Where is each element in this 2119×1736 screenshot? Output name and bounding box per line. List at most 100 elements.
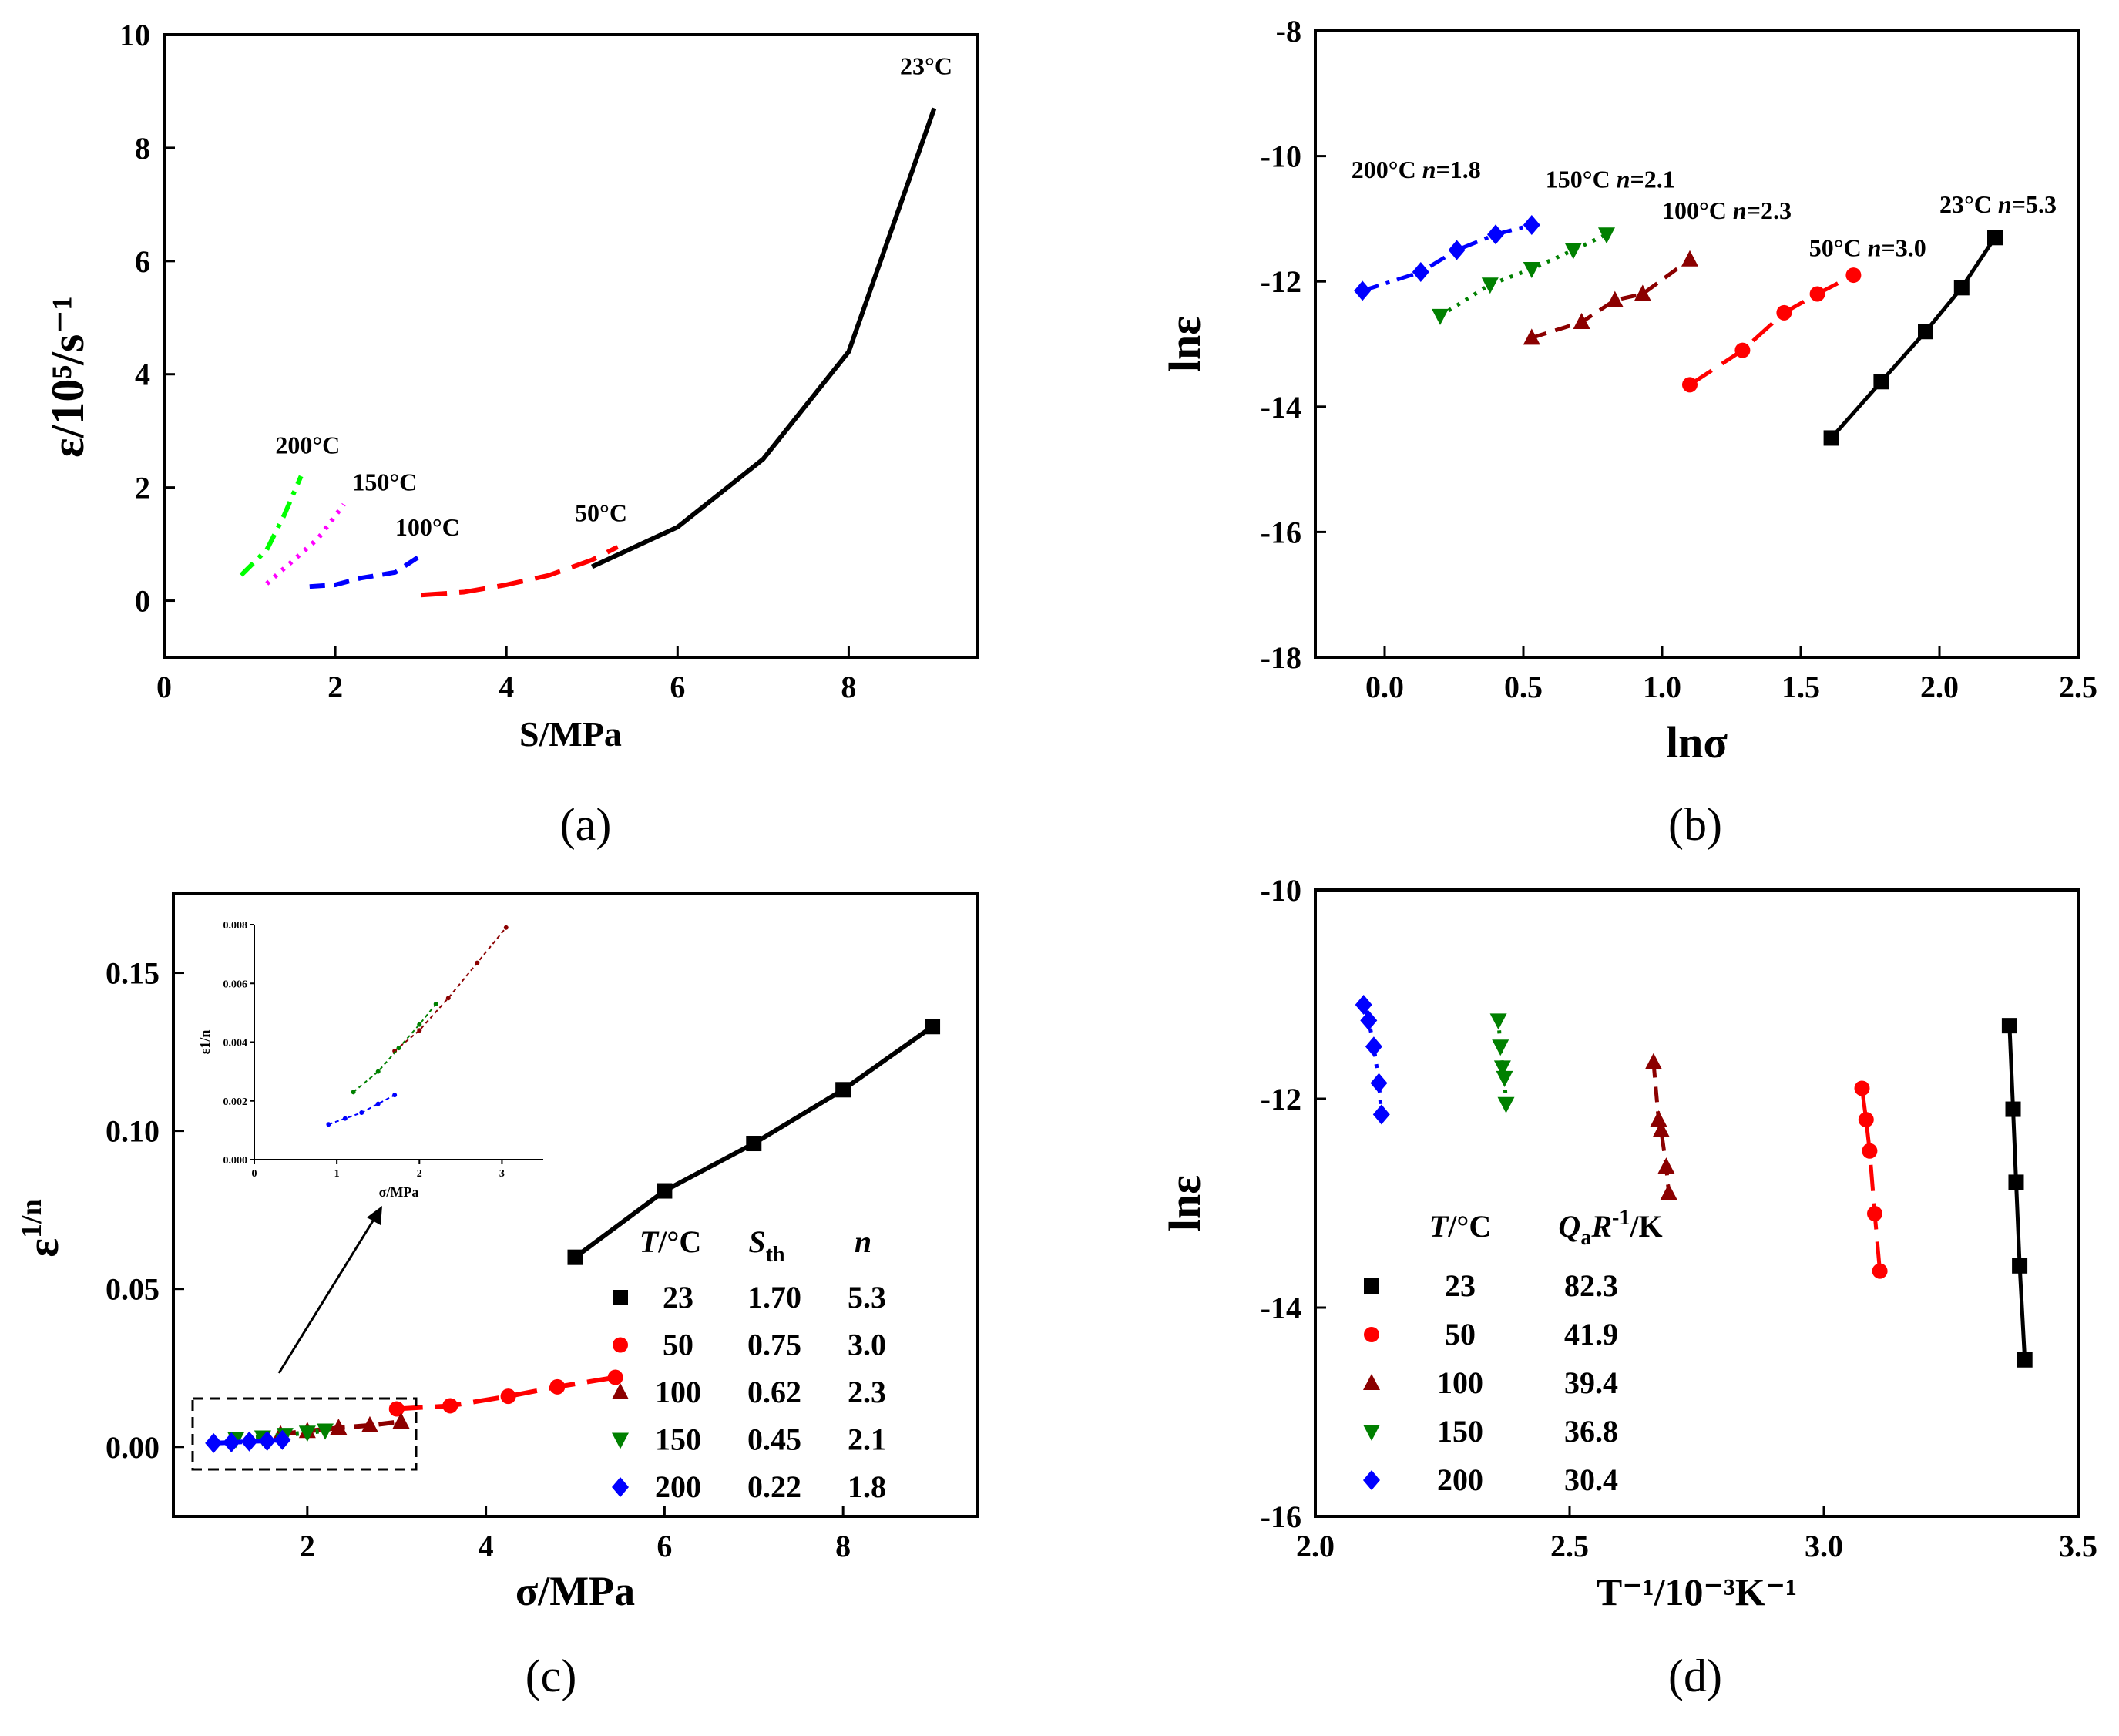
data-point — [1606, 290, 1624, 307]
data-point — [330, 1419, 348, 1435]
data-point — [1652, 1120, 1670, 1137]
legend-marker — [612, 1477, 629, 1497]
legend-sth: 0.22 — [747, 1469, 801, 1504]
data-point — [1496, 1070, 1513, 1087]
x-axis-label: lnσ — [1666, 717, 1728, 767]
data-point — [1355, 995, 1372, 1016]
series-label-23°C: 23°C — [900, 52, 952, 79]
data-point — [1681, 250, 1698, 267]
series-label-temp: 150°C — [1546, 165, 1617, 193]
series-label-temp: 200°C — [1352, 156, 1422, 183]
legend-temp: 150 — [1437, 1414, 1483, 1449]
data-point — [1823, 430, 1839, 446]
y-tick-label: 0 — [135, 584, 150, 619]
data-point — [1497, 1096, 1515, 1113]
legend-temp: 50 — [663, 1328, 693, 1362]
inset-y-axis-label: ε1/n — [197, 1030, 213, 1055]
series-line-23°C — [1829, 236, 1997, 440]
x-tick-label: 2.0 — [1920, 670, 1959, 704]
data-point — [657, 1183, 673, 1199]
y-axis-label-group: ε/10⁵/s⁻¹ — [42, 296, 93, 458]
series-line-100°C — [1531, 257, 1691, 340]
legend-header-Q-unit: /K — [1629, 1209, 1662, 1244]
panel-caption-b: (b) — [1668, 799, 1722, 850]
legend-marker — [612, 1432, 629, 1449]
inset-y-tick-label: 0.000 — [223, 1155, 248, 1167]
data-point — [1489, 1013, 1507, 1030]
legend-q: 39.4 — [1564, 1365, 1618, 1400]
inset-x-tick-label: 2 — [417, 1168, 422, 1180]
legend-c: T/°C Sth n 23 1.70 5.3 50 0.75 3.0 100 0.62 2.3 150 0… — [612, 1224, 886, 1504]
legend-header-S-symbol: S — [748, 1224, 765, 1259]
legend-header-R-sup: -1 — [1612, 1206, 1630, 1230]
x-tick-label: 3.0 — [1805, 1529, 1843, 1563]
data-point — [205, 1432, 223, 1453]
series-line-200°C — [239, 475, 304, 577]
data-point — [1650, 1110, 1667, 1127]
y-tick-label: -16 — [1261, 515, 1301, 549]
series-label-100°C: 100°C n=2.3 — [1662, 196, 1792, 224]
panel-a: 0 2 4 6 8 0 2 4 6 8 10 23°C 50°C 100°C 150°C 200°C S/MPa… — [42, 18, 979, 850]
series-label-50°C: 50°C — [575, 499, 627, 527]
data-point — [500, 1388, 516, 1405]
y-tick-label: 2 — [135, 471, 150, 505]
inset-series-line-100 — [394, 927, 507, 1052]
x-tick-label: 8 — [841, 670, 856, 704]
inset-data-point — [375, 1101, 381, 1106]
legend-header-R: R — [1590, 1209, 1612, 1244]
legend-q: 82.3 — [1564, 1268, 1618, 1303]
data-point — [1644, 1053, 1662, 1069]
data-point — [1523, 261, 1540, 278]
data-point — [1660, 1183, 1677, 1200]
legend-q: 36.8 — [1564, 1414, 1618, 1449]
series-label-n-value: =3.0 — [1882, 234, 1926, 262]
series-label-n-value: =2.3 — [1747, 196, 1792, 224]
legend-header-Q-symbol: Q — [1558, 1209, 1580, 1244]
series-label-50°C: 50°C n=3.0 — [1809, 234, 1926, 262]
y-axis-label-group: lnε — [1160, 1175, 1210, 1231]
data-point — [1481, 277, 1499, 294]
legend-marker — [613, 1337, 628, 1353]
legend-marker — [1364, 1278, 1379, 1294]
x-tick-label: 0 — [156, 670, 172, 704]
series-line-150°C — [265, 502, 346, 586]
inset-data-point — [417, 1028, 422, 1033]
legend-temp: 200 — [655, 1469, 701, 1504]
data-point — [1412, 262, 1429, 283]
series-label-n-value: =2.1 — [1630, 165, 1675, 193]
series-label-n-value: =5.3 — [2012, 190, 2057, 218]
data-point — [1432, 308, 1449, 325]
y-tick-label: -12 — [1261, 264, 1301, 299]
inset-data-point — [396, 1046, 401, 1051]
legend-temp: 50 — [1445, 1317, 1476, 1352]
data-point — [223, 1432, 240, 1453]
panel-caption-d: (d) — [1668, 1650, 1722, 1701]
series-label-n-symbol: n — [1998, 190, 2012, 218]
legend-temp: 200 — [1437, 1462, 1483, 1497]
data-point — [1487, 224, 1504, 245]
legend-sth: 0.62 — [747, 1375, 801, 1409]
data-point — [1872, 1263, 1888, 1279]
inset-data-point — [433, 1001, 438, 1006]
x-tick-label: 2 — [300, 1529, 315, 1563]
x-axis-label: σ/MPa — [515, 1568, 635, 1614]
data-point — [1448, 240, 1466, 260]
legend-header-n: n — [855, 1224, 871, 1259]
plot-frame-d — [1314, 888, 2080, 1518]
series-line-100 — [1651, 1062, 1671, 1194]
x-tick-label: 0.5 — [1504, 670, 1543, 704]
series-label-n-symbol: n — [1617, 165, 1630, 193]
x-axis-label: S/MPa — [519, 714, 622, 754]
series-line-23 — [2007, 1026, 2027, 1360]
inset-x-tick-label: 1 — [334, 1168, 340, 1180]
inset-data-point — [392, 1093, 398, 1098]
data-point — [549, 1378, 566, 1395]
inset-series-line-150 — [352, 1003, 437, 1093]
zoom-arrow-line — [277, 1215, 378, 1374]
data-point — [607, 1369, 623, 1385]
legend-header-T-unit: /°C — [657, 1224, 701, 1259]
legend-n: 2.3 — [848, 1375, 886, 1409]
